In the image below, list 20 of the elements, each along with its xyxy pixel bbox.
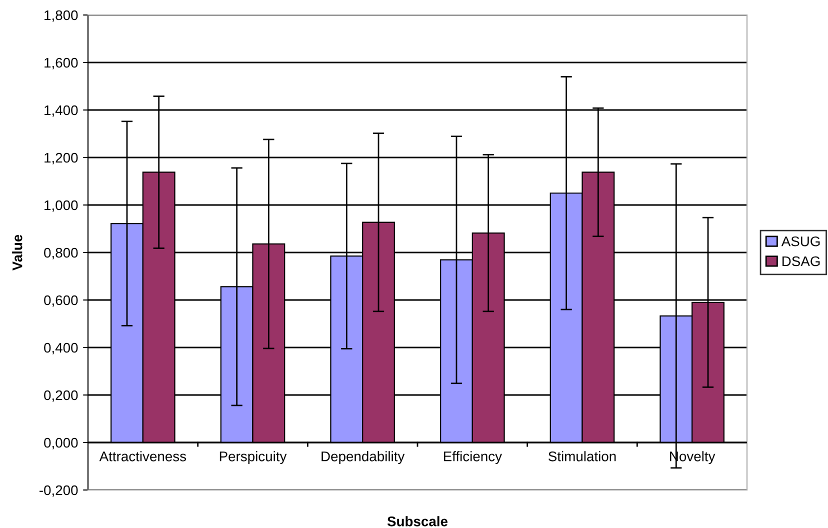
x-axis-title: Subscale	[387, 516, 448, 526]
y-tick-label: 1,200	[44, 152, 78, 164]
y-tick-label: 0,000	[44, 438, 78, 450]
x-tick-label: Efficiency	[444, 451, 502, 464]
x-tick-label: Dependability	[322, 451, 405, 464]
legend-label: DSAG	[782, 256, 820, 266]
y-tick-label: 0,600	[44, 295, 78, 307]
x-tick-label: Perspicuity	[220, 451, 287, 464]
y-axis-title: Value	[12, 234, 22, 271]
y-tick-label: 1,800	[44, 10, 78, 22]
x-tick-label: Attractiveness	[99, 451, 186, 462]
y-tick-label: 1,400	[44, 105, 78, 117]
y-tick-label: -0,200	[40, 485, 78, 497]
x-tick-label: Stimulation	[548, 451, 616, 462]
y-tick-label: 1,000	[44, 200, 78, 212]
y-tick-label: 1,600	[44, 58, 78, 70]
y-tick-label: 0,800	[44, 248, 78, 260]
legend-label: ASUG	[781, 236, 820, 246]
y-tick-label: 0,200	[44, 390, 78, 402]
y-tick-label: 0,400	[44, 342, 78, 354]
